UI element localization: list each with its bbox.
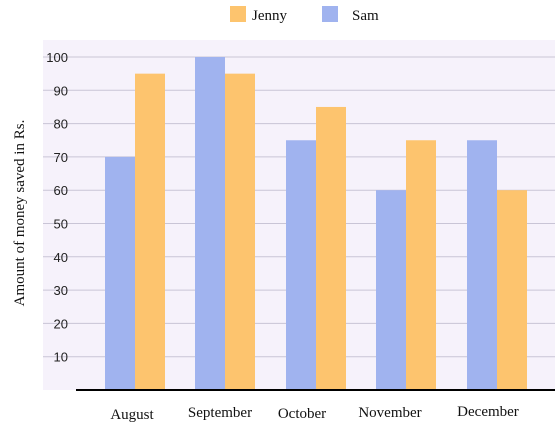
bar-sam-december — [467, 140, 497, 390]
x-category-label: December — [457, 404, 519, 420]
y-tick-label: 30 — [54, 283, 68, 298]
x-category-label: November — [358, 405, 421, 421]
bar-jenny-august — [135, 73, 165, 391]
y-tick-label: 40 — [54, 250, 68, 265]
x-category-label: September — [188, 405, 252, 421]
y-tick-label: 100 — [46, 50, 68, 65]
legend-swatch-sam — [322, 6, 338, 22]
y-tick-label: 20 — [54, 316, 68, 331]
x-category-labels: August September October November December — [110, 404, 518, 423]
bar-jenny-september — [225, 73, 255, 391]
bars — [105, 57, 527, 391]
legend-label-jenny: Jenny — [252, 8, 287, 24]
y-axis-label: Amount of money saved in Rs. — [12, 120, 28, 307]
bar-jenny-october — [316, 106, 346, 390]
y-tick-labels: 10 20 30 40 50 60 70 80 90 100 — [46, 50, 68, 365]
bar-jenny-december — [497, 190, 527, 390]
y-tick-label: 90 — [54, 83, 68, 98]
legend-label-sam: Sam — [352, 8, 379, 24]
y-tick-label: 50 — [54, 217, 68, 232]
y-tick-label: 60 — [54, 183, 68, 198]
bar-sam-october — [286, 140, 316, 390]
y-tick-label: 10 — [54, 350, 68, 365]
bar-sam-september — [195, 57, 225, 390]
bar-sam-november — [376, 190, 406, 390]
legend-swatch-jenny — [230, 6, 246, 22]
x-category-label: October — [278, 406, 326, 422]
bar-sam-august — [105, 156, 135, 390]
y-tick-label: 80 — [54, 117, 68, 132]
bar-jenny-november — [406, 140, 436, 390]
x-category-label: August — [110, 407, 154, 423]
legend: Jenny Sam — [230, 6, 379, 24]
y-tick-label: 70 — [54, 150, 68, 165]
